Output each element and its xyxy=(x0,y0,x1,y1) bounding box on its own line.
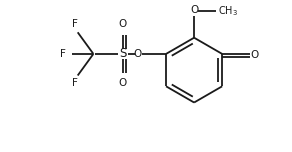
Text: F: F xyxy=(72,19,78,29)
Text: O: O xyxy=(190,5,198,15)
Text: O: O xyxy=(251,50,259,60)
Text: F: F xyxy=(60,49,66,59)
Text: O: O xyxy=(119,19,127,29)
Text: O: O xyxy=(133,49,142,59)
Text: O: O xyxy=(119,78,127,88)
Text: F: F xyxy=(72,78,78,88)
Text: CH$_3$: CH$_3$ xyxy=(218,4,238,18)
Text: S: S xyxy=(119,47,126,60)
